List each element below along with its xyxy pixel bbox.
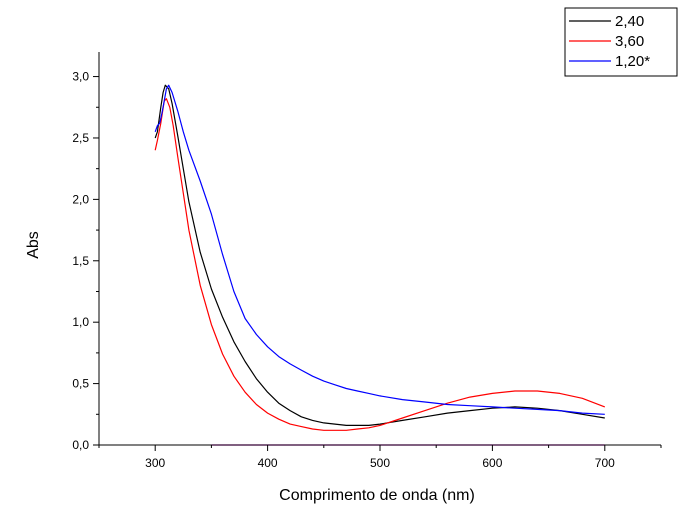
y-tick-label: 1,5 <box>72 254 89 268</box>
y-axis-title: Abs <box>25 231 42 259</box>
x-tick-label: 600 <box>482 456 502 470</box>
series-line-1 <box>154 84 605 426</box>
y-tick-label: 0,0 <box>72 438 89 452</box>
y-tick-label: 3,0 <box>72 70 89 84</box>
y-tick-label: 2,5 <box>72 131 89 145</box>
legend-label-2: 3,60 <box>615 33 644 50</box>
y-tick-label: 1,0 <box>72 315 89 329</box>
x-tick-label: 400 <box>258 456 278 470</box>
legend-label-3: 1,20* <box>615 53 650 70</box>
series-line-2 <box>154 98 606 431</box>
x-axis-title: Comprimento de onda (nm) <box>279 487 475 504</box>
series-layer <box>154 84 606 446</box>
y-tick-label: 2,0 <box>72 192 89 206</box>
series-line-3 <box>154 84 605 415</box>
legend-box <box>564 7 678 77</box>
x-tick-label: 700 <box>595 456 615 470</box>
axes-layer <box>98 52 661 446</box>
y-tick-label: 0,5 <box>72 377 89 391</box>
legend[interactable]: 2,40 3,60 1,20* <box>564 7 678 77</box>
x-tick-label: 500 <box>370 456 390 470</box>
ticks-layer: 300 400 500 600 700 0,0 0,5 1,0 1,5 2,0 2,5 3,0 <box>72 70 662 470</box>
x-tick-label: 300 <box>145 456 165 470</box>
legend-label-1: 2,40 <box>615 13 644 30</box>
